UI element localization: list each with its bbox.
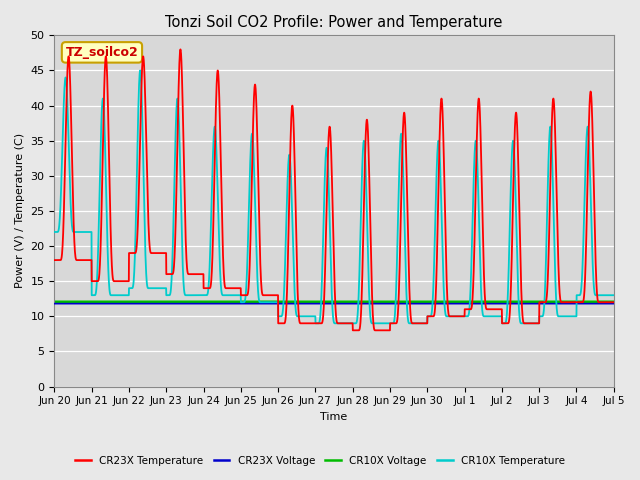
Title: Tonzi Soil CO2 Profile: Power and Temperature: Tonzi Soil CO2 Profile: Power and Temper… bbox=[165, 15, 503, 30]
Legend: CR23X Temperature, CR23X Voltage, CR10X Voltage, CR10X Temperature: CR23X Temperature, CR23X Voltage, CR10X … bbox=[71, 452, 569, 470]
X-axis label: Time: Time bbox=[321, 412, 348, 422]
Y-axis label: Power (V) / Temperature (C): Power (V) / Temperature (C) bbox=[15, 133, 25, 288]
Text: TZ_soilco2: TZ_soilco2 bbox=[65, 46, 138, 59]
